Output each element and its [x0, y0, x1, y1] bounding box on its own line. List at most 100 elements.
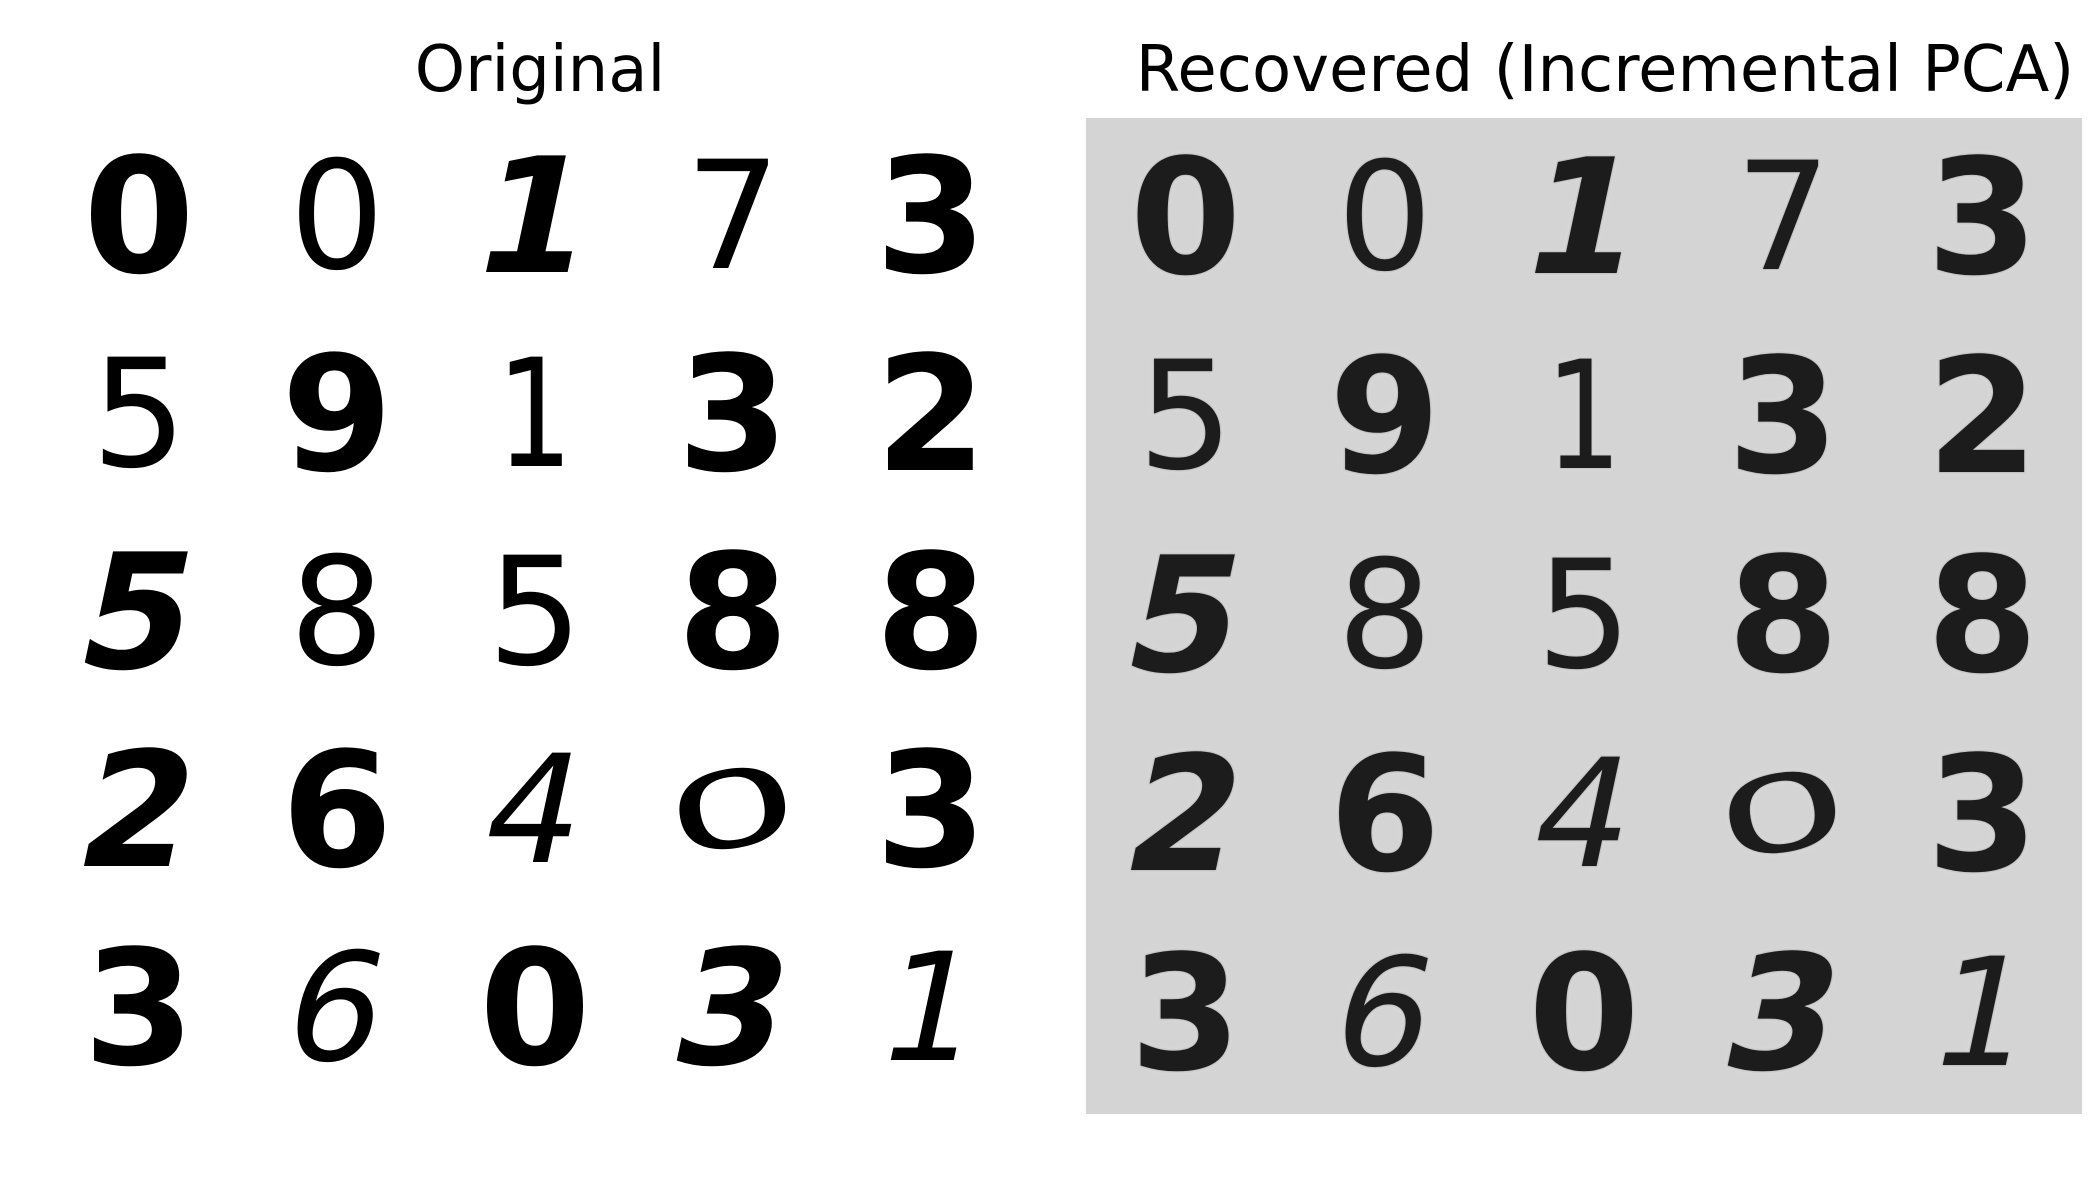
recovered-digit: 3 — [1727, 322, 1839, 510]
recovered-digit: 6 — [1329, 721, 1441, 909]
recovered-digit-cell: 0 — [1285, 118, 1484, 317]
recovered-digit-cell: 3 — [1684, 915, 1883, 1114]
recovered-digit: 3 — [1926, 123, 2039, 311]
recovered-digit-cell: 8 — [1684, 516, 1883, 715]
original-digit: 3 — [657, 915, 809, 1102]
original-digit: 5 — [91, 328, 187, 502]
original-digit-cell: 1 — [436, 316, 634, 514]
original-digit-cell: 8 — [238, 514, 436, 712]
original-digit: 2 — [63, 717, 215, 904]
recovered-digit: 0 — [1337, 130, 1433, 305]
recovered-digit-cell: 3 — [1684, 317, 1883, 516]
original-digit-cell: 0 — [238, 118, 436, 316]
recovered-digit-cell: 5 — [1086, 317, 1285, 516]
original-digit: 1 — [864, 922, 998, 1096]
recovered-digit-cell: 3 — [1086, 915, 1285, 1114]
recovered-digit: 1 — [1545, 329, 1623, 504]
original-digit: 6 — [270, 922, 404, 1096]
recovered-digit: 7 — [1735, 130, 1831, 305]
original-digit: 1 — [496, 328, 574, 502]
recovered-digit-cell: 8 — [1285, 516, 1484, 715]
recovered-digit: 8 — [1727, 521, 1839, 709]
original-digit-cell: 5 — [40, 316, 238, 514]
recovered-digit-cell: 5 — [1484, 516, 1683, 715]
original-digit: 0 — [656, 739, 810, 883]
original-digit-cell: 5 — [436, 514, 634, 712]
recovered-digit-cell: 0 — [1684, 716, 1883, 915]
original-digit: 5 — [63, 519, 215, 706]
original-digit-cell: 4 — [436, 712, 634, 910]
original-digit: 8 — [677, 519, 789, 706]
recovered-digit-cell: 3 — [1883, 716, 2082, 915]
recovered-digit-cell: 4 — [1484, 716, 1683, 915]
recovered-panel-title: Recovered (Incremental PCA) — [1135, 33, 2075, 107]
original-digit-cell: 3 — [832, 118, 1030, 316]
recovered-digit-cell: 1 — [1484, 118, 1683, 317]
original-digit: 0 — [83, 123, 195, 310]
original-digit: 3 — [875, 717, 987, 904]
recovered-digit-cell: 9 — [1285, 317, 1484, 516]
original-digit: 4 — [468, 724, 602, 898]
original-digit-cell: 6 — [238, 910, 436, 1108]
original-digit-cell: 6 — [238, 712, 436, 910]
recovered-digit-cell: 6 — [1285, 915, 1484, 1114]
recovered-digit-cell: 3 — [1883, 118, 2082, 317]
recovered-digit-cell: 7 — [1684, 118, 1883, 317]
original-digit-cell: 3 — [832, 712, 1030, 910]
original-digit-cell: 8 — [634, 514, 832, 712]
recovered-digit-cell: 1 — [1484, 317, 1683, 516]
recovered-digit-cell: 2 — [1086, 716, 1285, 915]
recovered-digit: 8 — [1337, 528, 1433, 703]
recovered-digit: 5 — [1110, 521, 1262, 709]
original-digit: 8 — [289, 526, 385, 700]
recovered-digit: 2 — [1110, 721, 1262, 909]
recovered-digit: 0 — [1706, 743, 1860, 887]
original-digit: 3 — [875, 123, 987, 310]
recovered-digit-cell: 6 — [1285, 716, 1484, 915]
recovered-digit: 4 — [1517, 728, 1651, 903]
original-digit: 8 — [875, 519, 987, 706]
original-digit-cell: 1 — [832, 910, 1030, 1108]
original-digit: 2 — [875, 321, 987, 508]
recovered-digit: 5 — [1536, 528, 1632, 703]
original-digit-cell: 2 — [832, 316, 1030, 514]
original-digit-cell: 0 — [436, 910, 634, 1108]
recovered-digit: 6 — [1318, 927, 1451, 1102]
original-digit: 7 — [685, 130, 781, 304]
original-digit: 0 — [289, 130, 385, 304]
original-digit-cell: 3 — [40, 910, 238, 1108]
original-digit: 5 — [487, 526, 583, 700]
recovered-digit: 1 — [1508, 123, 1660, 311]
recovered-digit: 3 — [1707, 920, 1859, 1108]
original-digit: 3 — [677, 321, 789, 508]
original-digit-cell: 2 — [40, 712, 238, 910]
recovered-digit-cell: 1 — [1883, 915, 2082, 1114]
original-digit: 0 — [479, 915, 591, 1102]
original-digit-cell: 0 — [40, 118, 238, 316]
recovered-digit: 2 — [1926, 322, 2039, 510]
recovered-digit: 9 — [1329, 322, 1441, 510]
original-digit-cell: 3 — [634, 910, 832, 1108]
original-digit-cell: 0 — [634, 712, 832, 910]
original-digit: 3 — [83, 915, 195, 1102]
original-digit-cell: 8 — [832, 514, 1030, 712]
original-digit-cell: 3 — [634, 316, 832, 514]
original-digit-cell: 5 — [40, 514, 238, 712]
original-digit-cell: 7 — [634, 118, 832, 316]
recovered-digit: 8 — [1926, 521, 2039, 709]
recovered-digit: 0 — [1528, 920, 1640, 1108]
recovered-digit: 3 — [1926, 721, 2039, 909]
recovered-digit-cell: 0 — [1484, 915, 1683, 1114]
original-digit: 9 — [281, 321, 393, 508]
recovered-digit: 5 — [1137, 329, 1234, 504]
recovered-digit-cell: 5 — [1086, 516, 1285, 715]
original-digit: 6 — [281, 717, 393, 904]
recovered-digit-cell: 2 — [1883, 317, 2082, 516]
original-panel-title: Original — [414, 33, 666, 107]
recovered-digit: 1 — [1916, 927, 2049, 1102]
original-digit-cell: 9 — [238, 316, 436, 514]
original-digit-cell: 1 — [436, 118, 634, 316]
